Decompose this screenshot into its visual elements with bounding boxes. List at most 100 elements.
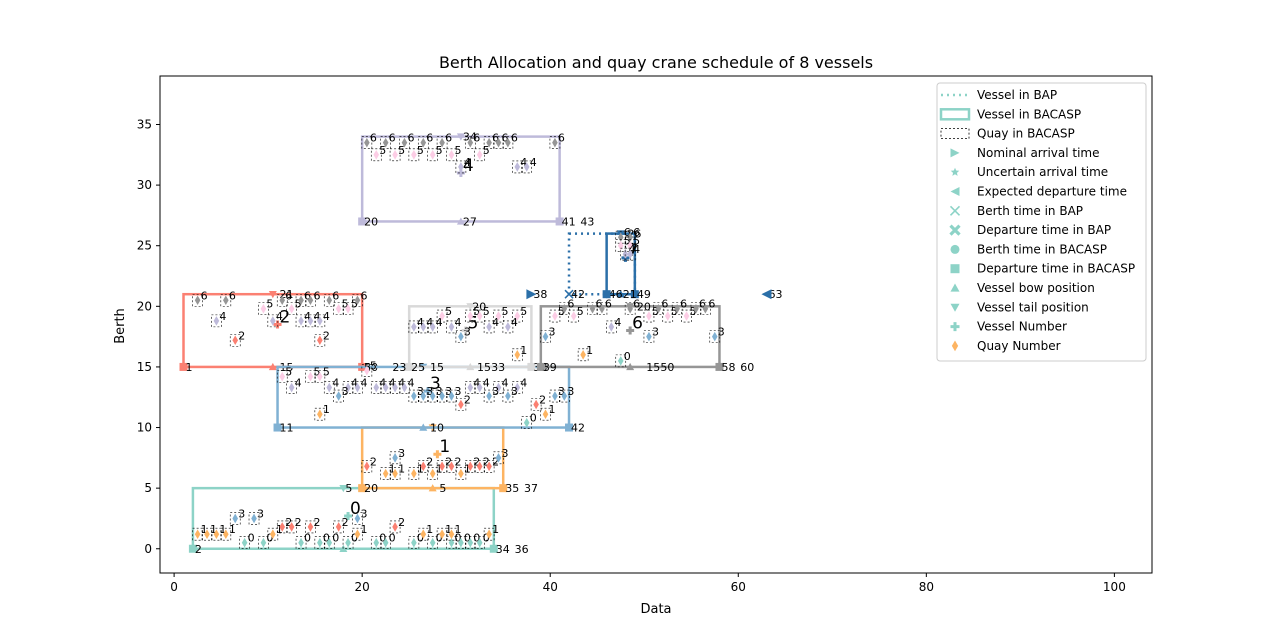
quay-number-label: 5 (445, 305, 452, 318)
quay-number-marker (373, 537, 380, 548)
quay-number-marker (552, 391, 558, 401)
quay-crane: 1 (436, 523, 452, 541)
quay-number-marker (317, 316, 323, 326)
quay-box (342, 536, 354, 549)
quay-number-label: 3 (398, 447, 405, 460)
quay-crane: 3 (229, 507, 245, 525)
quay-number-label: 4 (389, 377, 396, 390)
quay-box (624, 247, 636, 261)
quay-crane: 6 (352, 289, 367, 307)
quay-number-marker (223, 295, 229, 306)
legend-entry: Berth time in BAP (949, 204, 1083, 218)
quay-crane: 3 (540, 326, 556, 343)
quay-number-marker (561, 303, 568, 314)
quay-number-marker (251, 513, 257, 524)
legend-entry: Departure time in BACASP (950, 262, 1135, 276)
x-tick-label: 80 (919, 580, 934, 594)
quay-crane: 0 (380, 532, 396, 549)
quay-crane: 5 (342, 298, 358, 316)
quay-number-label: 1 (276, 523, 283, 536)
quay-number-label: 0 (351, 532, 358, 545)
quay-number-label: 4 (473, 377, 480, 390)
quay-box (295, 293, 307, 307)
quay-crane: 0 (314, 532, 330, 549)
quay-number-label: 6 (558, 132, 565, 145)
quay-number-label: 2 (454, 455, 461, 468)
y-tick-label: 30 (137, 178, 152, 192)
legend-entry: Vessel in BAP (941, 88, 1057, 102)
berth-time-marker (179, 362, 188, 371)
vessel-1: 1 20 35 37 5 (358, 424, 538, 495)
x-tick-label: 100 (1103, 580, 1126, 594)
quay-crane: 1 (577, 344, 593, 362)
quay-crane: 6 (700, 298, 715, 316)
time-label: 39 (543, 361, 557, 374)
time-label: 37 (524, 482, 538, 495)
quay-number-marker (495, 137, 502, 148)
quay-number-label: 3 (436, 385, 443, 398)
quay-box (276, 520, 288, 534)
quay-number-marker (570, 311, 577, 321)
quay-number-label: 4 (454, 316, 461, 329)
quay-number-label: 5 (558, 305, 565, 318)
quay-crane: 2 (436, 455, 452, 473)
quay-number-marker (401, 382, 408, 393)
legend-swatch (950, 148, 960, 158)
quay-number-label: 6 (699, 298, 706, 311)
quay-number-label: 1 (219, 523, 226, 536)
berth-time-bacasp-marker (602, 290, 611, 299)
quay-number-marker (326, 537, 333, 548)
quay-number-marker (298, 295, 304, 306)
quay-number-label: 5 (652, 305, 659, 318)
quay-crane: 5 (681, 305, 697, 323)
quay-number-marker (279, 522, 286, 532)
quay-crane: 1 (192, 523, 208, 541)
time-label: 58 (721, 361, 735, 374)
quay-box (380, 381, 391, 394)
quay-number-marker (326, 382, 333, 393)
legend-swatch (950, 322, 960, 332)
quay-number-marker (655, 303, 662, 314)
quay-crane: 6 (464, 132, 480, 149)
quay-box (427, 467, 438, 480)
quay-number-marker (420, 461, 427, 472)
legend-entry: Nominal arrival time (950, 146, 1100, 160)
quay-number-marker (288, 303, 295, 314)
time-label: 42 (571, 422, 585, 435)
quay-number-label: 2 (464, 394, 471, 407)
quay-crane: 4 (286, 377, 302, 394)
quay-number-marker (439, 311, 445, 321)
quay-crane: 3 (436, 385, 452, 403)
quay-crane: 2 (286, 516, 302, 534)
quay-box (305, 520, 316, 534)
quay-number-label: 5 (454, 144, 461, 157)
legend-frame (936, 82, 1147, 362)
quay-box (389, 381, 401, 394)
vessel-number-label: 2 (280, 308, 291, 328)
quay-box (417, 527, 429, 541)
legend-label: Departure time in BAP (977, 223, 1111, 237)
quay-box (502, 320, 514, 334)
quay-number-label: 6 (473, 132, 480, 145)
quay-number-label: 6 (389, 132, 396, 145)
quay-number-marker (420, 322, 427, 332)
quay-crane: 0 (427, 532, 443, 549)
quay-number-label: 2 (426, 455, 433, 468)
quay-crane: 6 (493, 132, 509, 149)
quay-number-label: 4 (633, 243, 640, 256)
legend: Vessel in BAP Vessel in BACASP Quay in BAC… (936, 82, 1147, 362)
quay-number-label: 3 (652, 326, 659, 339)
time-label: 2 (195, 543, 202, 556)
quay-box (464, 381, 476, 394)
quay-number-marker (458, 162, 464, 172)
quay-box (361, 364, 373, 377)
quay-number-marker (260, 303, 267, 314)
quay-number-marker (505, 391, 511, 401)
quay-number-marker (194, 295, 201, 306)
quay-number-marker (580, 350, 586, 360)
quay-number-label: 4 (379, 377, 386, 390)
quay-crane: 1 (389, 463, 405, 480)
quay-crane: 4 (521, 156, 537, 174)
quay-number-label: 3 (257, 507, 264, 520)
quay-number-marker (702, 303, 709, 314)
